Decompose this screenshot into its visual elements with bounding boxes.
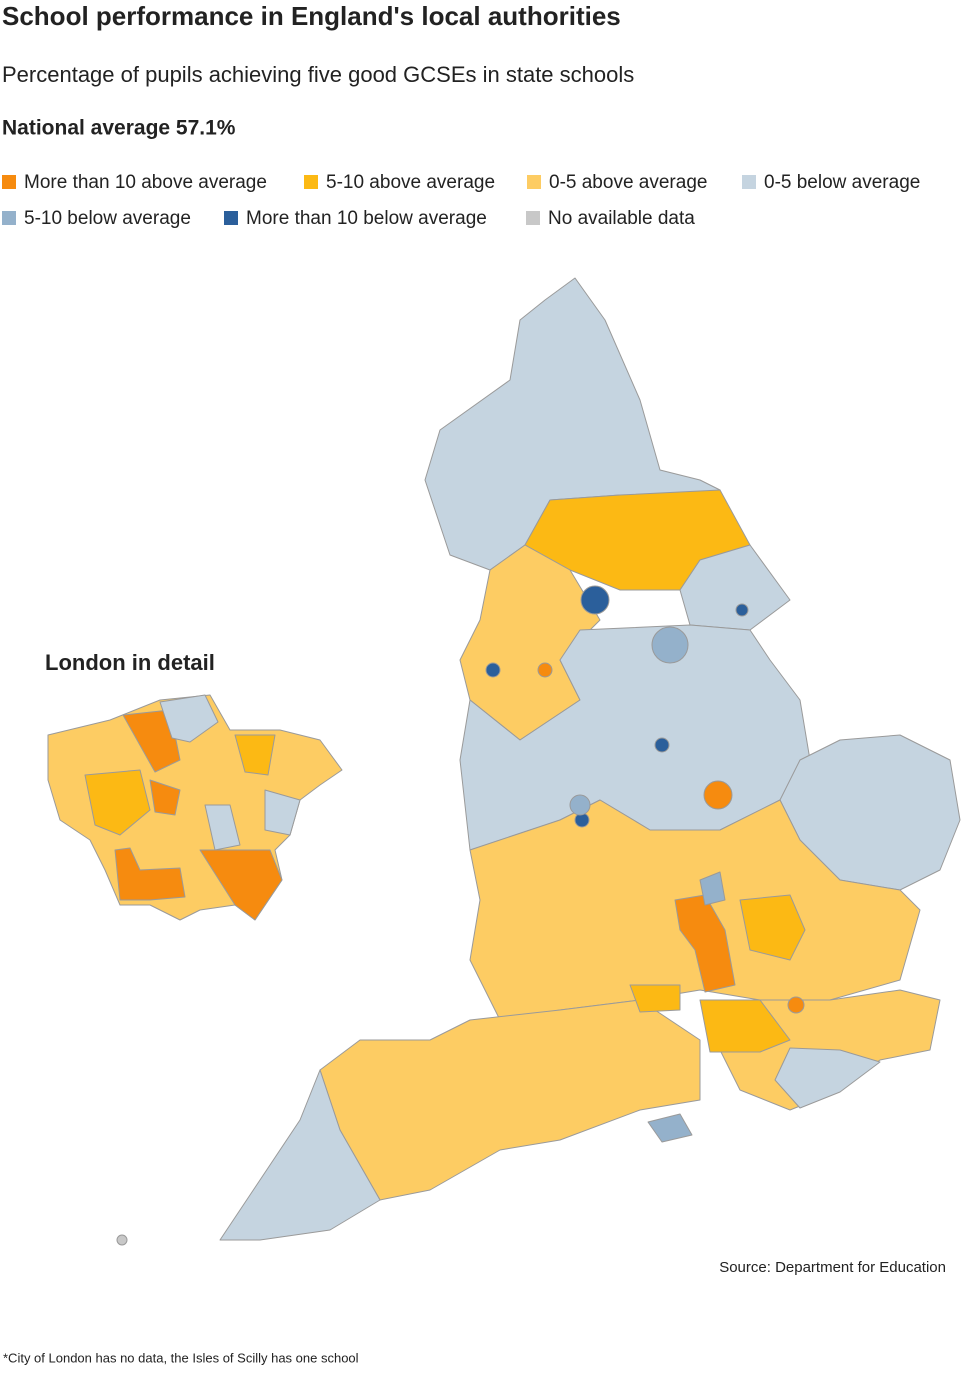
region — [774, 1047, 881, 1109]
legend-swatch — [526, 211, 540, 225]
legend-label: 5-10 above average — [326, 172, 495, 193]
region — [219, 1069, 381, 1241]
legend-swatch — [224, 211, 238, 225]
region — [699, 999, 791, 1053]
region — [84, 769, 151, 836]
region — [651, 626, 689, 664]
region — [114, 847, 186, 901]
region — [735, 603, 749, 617]
region — [569, 794, 591, 816]
region — [537, 662, 553, 678]
legend-swatch — [527, 175, 541, 189]
legend: More than 10 above average 5-10 above ave… — [2, 172, 920, 229]
region — [647, 1113, 693, 1143]
legend-label: 5-10 below average — [24, 208, 191, 229]
region — [580, 585, 610, 615]
subtitle: Percentage of pupils achieving five good… — [2, 62, 634, 87]
region — [739, 894, 806, 961]
region — [787, 996, 805, 1014]
region — [703, 780, 733, 810]
region — [654, 737, 670, 753]
england-map — [116, 277, 961, 1246]
legend-swatch — [304, 175, 318, 189]
legend-label: More than 10 above average — [24, 172, 267, 193]
legend-label: 0-5 below average — [764, 172, 920, 193]
region — [116, 1234, 128, 1246]
source: Source: Department for Education — [719, 1259, 946, 1276]
region — [122, 709, 181, 773]
region — [319, 999, 701, 1201]
region — [234, 734, 276, 776]
legend-label: More than 10 below average — [246, 208, 487, 229]
region — [159, 694, 219, 743]
legend-swatch — [742, 175, 756, 189]
region — [629, 984, 681, 1013]
legend-label: No available data — [548, 208, 695, 229]
title: School performance in England's local au… — [2, 1, 621, 31]
region — [699, 871, 726, 906]
national-average: National average 57.1% — [2, 117, 236, 140]
legend-label: 0-5 above average — [549, 172, 707, 193]
region — [485, 662, 501, 678]
legend-swatch — [2, 211, 16, 225]
london-inset — [47, 694, 343, 921]
region — [149, 779, 181, 816]
region — [264, 789, 301, 836]
inset-title: London in detail — [45, 650, 215, 675]
region — [199, 849, 283, 921]
region — [204, 804, 241, 851]
footnote: *City of London has no data, the Isles o… — [3, 1350, 359, 1365]
legend-swatch — [2, 175, 16, 189]
